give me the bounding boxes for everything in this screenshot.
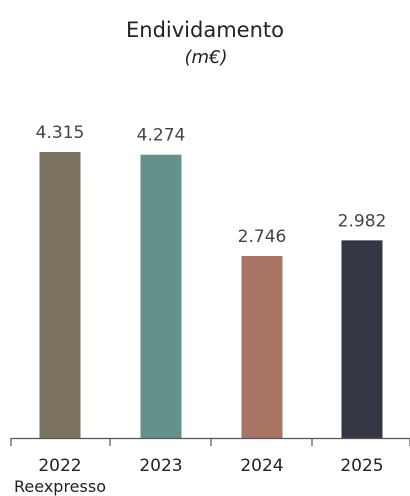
- value-label-2023: 4.274: [137, 126, 186, 146]
- chart-title: Endividamento: [126, 18, 284, 42]
- category-label-2023: 2023: [139, 456, 182, 476]
- bars-group: [39, 152, 383, 438]
- bar-2023: [140, 154, 182, 438]
- value-label-2025: 2.982: [338, 211, 387, 231]
- category-label-2024: 2024: [240, 456, 283, 476]
- x-axis-ticks: [10, 438, 410, 446]
- bar-2025: [341, 240, 383, 438]
- value-label-2022: 4.315: [36, 123, 85, 143]
- bar-2024: [241, 255, 283, 438]
- category-sublabel-2022: Reexpresso: [14, 477, 106, 496]
- chart-subtitle: (m€): [184, 47, 227, 68]
- value-labels-group: 4.315 4.274 2.746 2.982: [36, 123, 387, 247]
- category-label-2022: 2022: [38, 456, 81, 476]
- value-label-2024: 2.746: [238, 227, 287, 247]
- category-label-2025: 2025: [340, 456, 383, 476]
- bar-2022: [39, 152, 81, 438]
